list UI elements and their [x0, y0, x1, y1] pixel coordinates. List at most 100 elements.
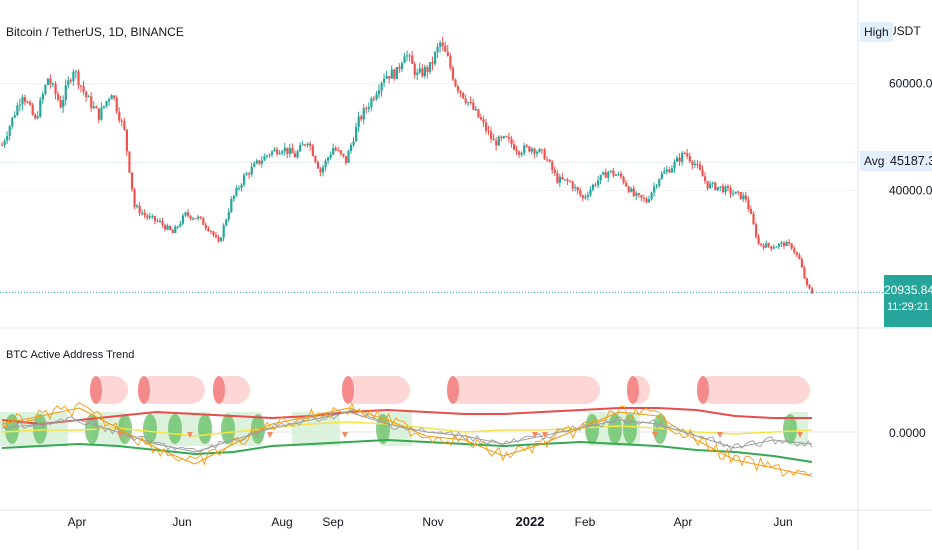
candle-body [217, 237, 220, 242]
candle-body [388, 76, 391, 79]
candle-body [709, 183, 712, 189]
candle-body [785, 242, 788, 247]
candle-body [240, 184, 243, 188]
candle-body [599, 174, 602, 181]
candle-body [721, 186, 725, 193]
candle-body [808, 284, 811, 289]
candle-body [232, 195, 235, 200]
time-tick-label: Sep [322, 515, 344, 529]
candle-body [754, 224, 758, 237]
candle-body [390, 69, 393, 79]
candle-body [459, 90, 462, 93]
candle-body [370, 98, 373, 108]
candle-body [85, 91, 88, 98]
candle-body [316, 161, 320, 169]
candle-body [161, 220, 164, 225]
candle-body [344, 156, 348, 163]
candle-body [563, 179, 567, 181]
signal-triangle [187, 432, 193, 438]
candle-body [612, 170, 615, 176]
candle-body [352, 141, 355, 145]
candle-body [54, 83, 57, 95]
candle-body [653, 186, 656, 193]
candle-body [362, 108, 365, 120]
candle-body [594, 184, 597, 186]
candle-body [72, 71, 75, 82]
bearish-marker [627, 376, 639, 404]
candle-body [413, 63, 416, 75]
candle-body [406, 55, 409, 57]
candle-body [706, 181, 709, 189]
candle-body [164, 224, 167, 230]
candle-body [13, 115, 16, 118]
avg-tag[interactable]: Avg [860, 151, 889, 171]
candle-body [118, 111, 121, 121]
candle-body [273, 149, 276, 152]
candle-body [192, 218, 195, 220]
candle-body [301, 144, 304, 146]
candle-body [515, 149, 518, 152]
candle-body [449, 55, 452, 68]
candle-body [153, 216, 157, 221]
candle-body [688, 156, 691, 162]
candle-body [23, 97, 27, 102]
candle-body [245, 173, 248, 176]
candle-body [49, 78, 52, 85]
candle-body [176, 226, 179, 228]
candle-body [609, 170, 612, 172]
candle-body [276, 149, 279, 155]
candle-body [602, 172, 605, 175]
signal-triangle [117, 432, 123, 438]
candle-body [698, 164, 702, 170]
candle-body [265, 155, 269, 157]
candle-body [665, 169, 669, 172]
time-tick-label: 2022 [516, 514, 545, 529]
bullish-marker [608, 414, 622, 444]
candle-body [711, 182, 714, 184]
price-tick-label: 60000.00 [889, 76, 932, 90]
candle-body [319, 168, 322, 173]
candle-body [97, 108, 100, 120]
candle-body [299, 145, 302, 152]
candle-body [576, 187, 579, 191]
time-tick-label: Nov [422, 515, 443, 529]
candle-body [189, 215, 192, 219]
candle-body [541, 149, 544, 151]
candle-body [538, 149, 541, 153]
indicator-title[interactable]: BTC Active Address Trend [6, 349, 135, 361]
candle-body [434, 52, 437, 64]
candle-body [141, 212, 144, 214]
candle-body [209, 230, 213, 232]
candle-body [693, 163, 697, 166]
bullish-marker [585, 414, 599, 444]
candle-body [484, 122, 488, 131]
candle-body [655, 185, 658, 187]
candle-body [462, 92, 465, 99]
candle-body [202, 218, 205, 225]
candle-body [579, 190, 582, 196]
candle-body [288, 148, 292, 154]
candle-body [724, 186, 727, 193]
symbol-title[interactable]: Bitcoin / TetherUS, 1D, BINANCE [6, 25, 184, 39]
candle-body [184, 212, 187, 216]
candle-body [123, 121, 126, 130]
candle-body [586, 194, 590, 197]
candle-body [21, 97, 24, 105]
signal-triangle [342, 432, 348, 438]
candle-body [482, 119, 485, 123]
candle-body [426, 67, 429, 72]
candle-body [619, 173, 623, 177]
candle-body [490, 131, 493, 139]
high-tag[interactable]: High [860, 22, 893, 42]
candle-body [548, 159, 551, 162]
candle-body [625, 182, 628, 187]
candle-body [505, 136, 508, 138]
candle-body [107, 99, 111, 102]
candle-body [553, 169, 556, 173]
candle-body [528, 146, 531, 152]
candle-body [798, 254, 801, 260]
candle-body [69, 80, 72, 82]
candle-body [16, 105, 19, 116]
candle-body [428, 62, 432, 72]
